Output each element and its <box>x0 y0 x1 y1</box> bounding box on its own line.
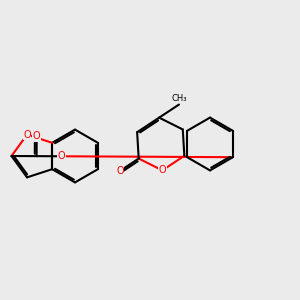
Text: O: O <box>33 131 40 141</box>
Text: O: O <box>116 166 124 176</box>
Text: CH₃: CH₃ <box>171 94 187 103</box>
Text: O: O <box>158 165 166 176</box>
Text: O: O <box>23 130 31 140</box>
Text: O: O <box>58 151 65 161</box>
